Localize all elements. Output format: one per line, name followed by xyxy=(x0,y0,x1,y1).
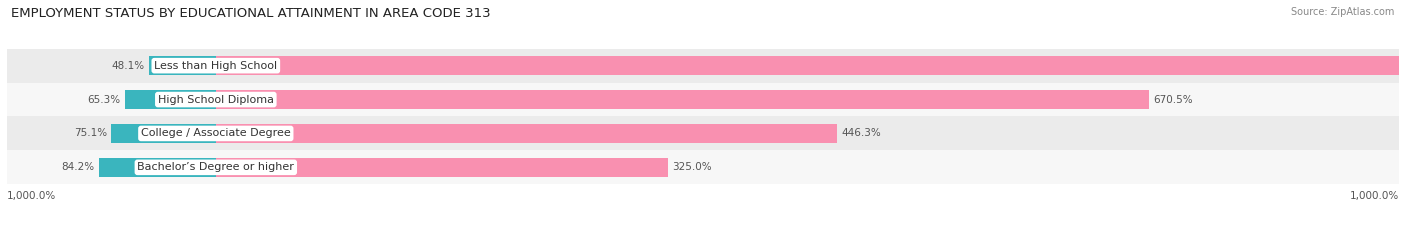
Bar xyxy=(217,124,837,143)
Text: 446.3%: 446.3% xyxy=(841,128,882,138)
Text: College / Associate Degree: College / Associate Degree xyxy=(141,128,291,138)
Bar xyxy=(217,90,1149,109)
Bar xyxy=(217,56,1406,75)
Text: 325.0%: 325.0% xyxy=(672,162,711,172)
Text: 75.1%: 75.1% xyxy=(75,128,107,138)
Text: EMPLOYMENT STATUS BY EDUCATIONAL ATTAINMENT IN AREA CODE 313: EMPLOYMENT STATUS BY EDUCATIONAL ATTAINM… xyxy=(11,7,491,20)
Bar xyxy=(111,124,217,143)
Text: High School Diploma: High School Diploma xyxy=(157,95,274,105)
Bar xyxy=(7,150,1399,184)
Bar xyxy=(98,158,217,177)
Bar xyxy=(7,49,1399,83)
Text: Source: ZipAtlas.com: Source: ZipAtlas.com xyxy=(1291,7,1395,17)
Text: 84.2%: 84.2% xyxy=(62,162,94,172)
Bar xyxy=(7,116,1399,150)
Text: Less than High School: Less than High School xyxy=(155,61,277,71)
Text: 1,000.0%: 1,000.0% xyxy=(1350,191,1399,201)
Bar xyxy=(125,90,217,109)
Text: 670.5%: 670.5% xyxy=(1153,95,1192,105)
Text: Bachelor’s Degree or higher: Bachelor’s Degree or higher xyxy=(138,162,294,172)
Text: 65.3%: 65.3% xyxy=(87,95,121,105)
Text: 1,000.0%: 1,000.0% xyxy=(7,191,56,201)
Text: 48.1%: 48.1% xyxy=(111,61,145,71)
Bar xyxy=(149,56,217,75)
Bar xyxy=(7,83,1399,116)
Bar xyxy=(217,158,668,177)
